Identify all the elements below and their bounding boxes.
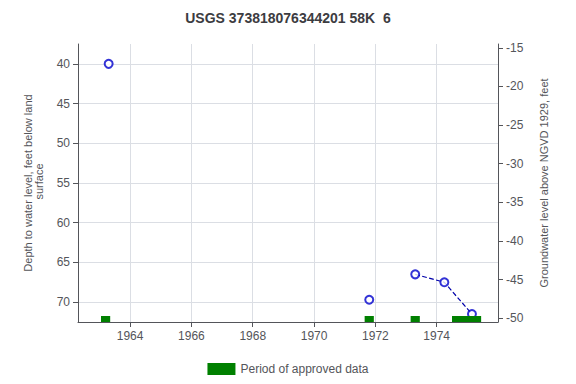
svg-text:USGS 373818076344201 58K 6: USGS 373818076344201 58K 6 [185,10,391,26]
svg-text:surface: surface [33,163,45,202]
svg-text:55: 55 [57,176,71,190]
svg-text:-35: -35 [506,195,524,209]
svg-text:Groundwater level above NGVD 1: Groundwater level above NGVD 1929, feet [538,78,550,287]
svg-text:1968: 1968 [239,329,266,343]
svg-text:-45: -45 [506,273,524,287]
svg-text:70: 70 [57,295,71,309]
svg-text:Period of approved data: Period of approved data [240,362,368,376]
svg-text:1972: 1972 [362,329,389,343]
svg-text:1964: 1964 [117,329,144,343]
svg-text:Depth to water level, feet bel: Depth to water level, feet below land [21,94,34,272]
svg-text:50: 50 [57,136,71,150]
svg-text:1966: 1966 [178,329,205,343]
svg-text:-15: -15 [506,41,524,55]
svg-text:65: 65 [57,255,71,269]
svg-text:40: 40 [57,57,71,71]
svg-text:45: 45 [57,97,71,111]
svg-text:-25: -25 [506,118,524,132]
svg-text:-40: -40 [506,234,524,248]
svg-text:-20: -20 [506,79,524,93]
svg-text:1970: 1970 [301,329,328,343]
svg-text:1974: 1974 [423,329,450,343]
svg-text:60: 60 [57,216,71,230]
svg-text:-50: -50 [506,311,524,325]
svg-text:-30: -30 [506,157,524,171]
